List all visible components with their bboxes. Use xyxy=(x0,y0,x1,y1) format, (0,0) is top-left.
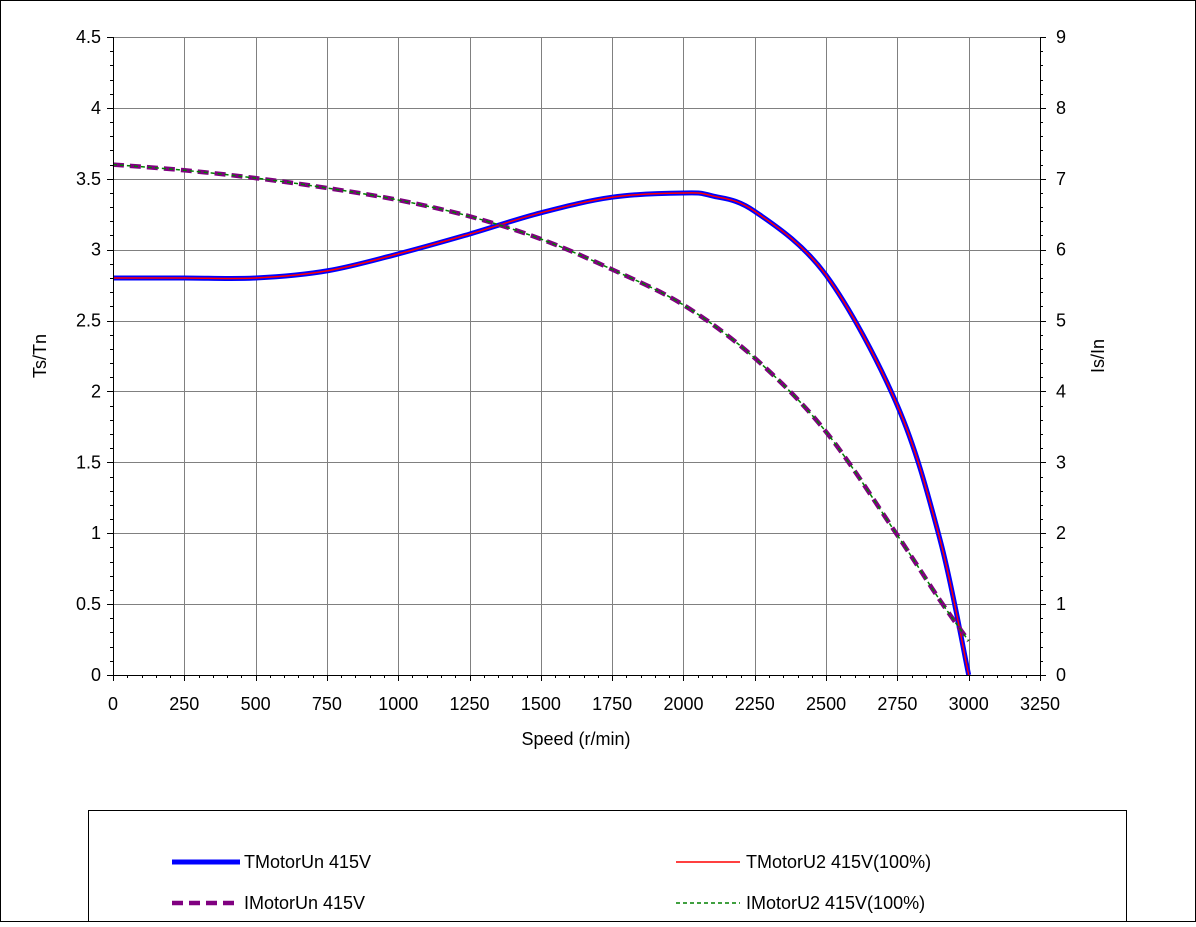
y-tick-label: 1 xyxy=(91,523,101,543)
y2-tick-label: 7 xyxy=(1056,169,1066,189)
y-tick-label: 2 xyxy=(91,381,101,401)
axes-layer xyxy=(113,37,1041,676)
x-axis-label: Speed (r/min) xyxy=(521,729,630,749)
x-tick-label: 0 xyxy=(108,694,118,714)
x-tick-label: 500 xyxy=(241,694,271,714)
y2-tick-label: 2 xyxy=(1056,523,1066,543)
x-tick-label: 2250 xyxy=(735,694,775,714)
y2-tick-label: 9 xyxy=(1056,27,1066,47)
y2-tick-label: 3 xyxy=(1056,452,1066,472)
x-tick-label: 250 xyxy=(169,694,199,714)
y-tick-label: 3 xyxy=(91,240,101,260)
x-tick-label: 1750 xyxy=(592,694,632,714)
y-axis-label: Ts/Tn xyxy=(30,334,50,378)
series-layer xyxy=(112,162,972,676)
legend: TMotorUn 415V TMotorU2 415V(100%) IMotorUn… xyxy=(88,810,1127,922)
y-tick-label: 2.5 xyxy=(76,311,101,331)
y2-tick-label: 1 xyxy=(1056,594,1066,614)
x-tick-label: 750 xyxy=(312,694,342,714)
x-tick-label: 1500 xyxy=(521,694,561,714)
y-tick-label: 0.5 xyxy=(76,594,101,614)
y2-tick-label: 4 xyxy=(1056,381,1066,401)
x-tick-label: 1250 xyxy=(450,694,490,714)
legend-label-3: IMotorUn 415V xyxy=(244,893,365,913)
x-tick-label: 2000 xyxy=(663,694,703,714)
legend-label-4: IMotorU2 415V(100%) xyxy=(746,893,925,913)
x-tick-label: 1000 xyxy=(378,694,418,714)
y-tick-label: 1.5 xyxy=(76,452,101,472)
y2-tick-label: 6 xyxy=(1056,240,1066,260)
y-tick-label: 3.5 xyxy=(76,169,101,189)
series-line-4 xyxy=(112,163,970,642)
y2-tick-label: 5 xyxy=(1056,311,1066,331)
x-tick-label: 2750 xyxy=(877,694,917,714)
x-tick-label: 3000 xyxy=(949,694,989,714)
grid-layer xyxy=(113,37,1040,675)
y2-tick-label: 8 xyxy=(1056,98,1066,118)
y2-tick-label: 0 xyxy=(1056,665,1066,685)
x-tick-label: 3250 xyxy=(1020,694,1060,714)
series-line-2 xyxy=(113,192,970,676)
y-tick-label: 4 xyxy=(91,98,101,118)
y2-axis-label: Is/In xyxy=(1088,339,1108,373)
legend-label-2: TMotorU2 415V(100%) xyxy=(746,852,931,872)
ticks-layer: 0 250 500 750 1000 1250 1500 1750 2000 2250 2500 27… xyxy=(76,27,1066,714)
legend-label-1: TMotorUn 415V xyxy=(244,852,371,872)
y-tick-label: 4.5 xyxy=(76,27,101,47)
y-tick-label: 0 xyxy=(91,665,101,685)
legend-box xyxy=(88,810,1127,922)
x-tick-label: 2500 xyxy=(806,694,846,714)
